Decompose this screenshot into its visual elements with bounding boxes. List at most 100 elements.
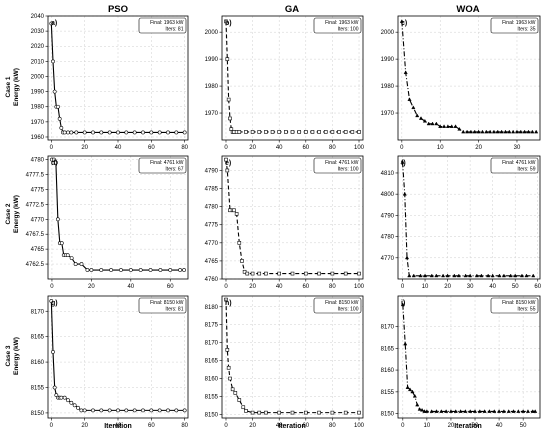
- y-tick-label: 1980: [205, 84, 219, 90]
- data-point: [534, 129, 539, 134]
- data-point: [530, 129, 535, 134]
- data-point: [304, 130, 308, 134]
- x-tick-label: 0: [224, 145, 228, 151]
- data-point: [530, 409, 535, 413]
- y-tick-label: 1990: [205, 57, 219, 63]
- data-point: [277, 410, 281, 415]
- info-final-value: Final: 8150 kW: [325, 300, 359, 306]
- data-point: [62, 130, 67, 135]
- info-iterations: Iters: 81: [165, 27, 183, 33]
- data-point: [463, 409, 468, 413]
- x-tick-label: 20: [444, 284, 451, 290]
- data-point: [511, 409, 516, 413]
- data-point: [128, 268, 133, 272]
- x-tick-label: 80: [329, 145, 336, 151]
- data-point: [57, 116, 62, 121]
- info-box: [490, 157, 539, 174]
- data-point: [241, 405, 246, 410]
- y-tick-label: 8175: [205, 323, 219, 329]
- data-point: [226, 365, 231, 370]
- y-tick-label: 8150: [381, 412, 395, 418]
- y-tick-label: 2000: [205, 30, 219, 36]
- data-point: [228, 376, 232, 381]
- data-point: [411, 105, 416, 110]
- data-point: [407, 273, 412, 278]
- data-point: [508, 273, 513, 278]
- plot-frame: [397, 295, 541, 419]
- data-point: [182, 408, 187, 413]
- data-point: [59, 126, 64, 130]
- y-tick-label: 8160: [31, 360, 45, 366]
- data-point: [405, 385, 410, 389]
- data-point: [524, 273, 529, 278]
- y-tick-label: 8160: [381, 368, 395, 374]
- data-point: [52, 157, 56, 162]
- plot-frame: [47, 15, 189, 141]
- y-tick-label: 2000: [381, 30, 395, 36]
- info-final-value: Final: 8150 kW: [150, 300, 184, 306]
- y-tick-label: 4772.5: [26, 202, 45, 208]
- x-axis-label-pso: Iteration: [104, 423, 132, 430]
- data-point: [264, 410, 268, 415]
- data-point: [233, 391, 238, 395]
- x-axis-label-woa: Iteration: [454, 423, 482, 430]
- data-point: [501, 273, 506, 278]
- data-point: [174, 408, 179, 413]
- data-point: [264, 130, 268, 134]
- data-point: [116, 130, 120, 135]
- x-tick-label: 60: [148, 423, 155, 429]
- data-point: [337, 130, 341, 134]
- x-tick-label: 80: [329, 284, 336, 290]
- data-point: [52, 89, 57, 94]
- data-point: [65, 253, 70, 258]
- info-final-value: Final: 4761 kW: [325, 160, 359, 166]
- data-point: [441, 273, 446, 278]
- data-point: [330, 410, 335, 415]
- data-point: [499, 129, 504, 134]
- data-point: [290, 271, 295, 276]
- data-point: [453, 124, 458, 128]
- data-point: [434, 121, 439, 126]
- data-point: [343, 130, 348, 134]
- y-tick-label: 1970: [381, 111, 395, 117]
- data-point: [400, 160, 405, 164]
- convergence-line: [225, 21, 360, 133]
- panel-label: c): [401, 20, 407, 27]
- data-point: [85, 268, 90, 272]
- x-tick-label: 10: [424, 423, 431, 429]
- info-box: [138, 297, 187, 314]
- data-point: [506, 409, 511, 413]
- data-point: [232, 208, 236, 213]
- data-point: [487, 409, 492, 413]
- data-point: [434, 409, 439, 413]
- x-tick-label: 100: [354, 284, 365, 290]
- info-final-value: Final: 1963 kW: [325, 20, 359, 26]
- data-point: [132, 408, 137, 413]
- data-point: [472, 129, 477, 134]
- data-point: [429, 273, 434, 278]
- data-point: [224, 157, 228, 162]
- x-tick-label: 0: [224, 284, 228, 290]
- data-point: [49, 21, 54, 26]
- x-tick-label: 60: [167, 284, 174, 290]
- y-tick-label: 8165: [381, 346, 395, 352]
- y-tick-label: 2020: [31, 44, 45, 50]
- data-point: [357, 271, 361, 276]
- y-tick-label: 8150: [31, 411, 45, 417]
- info-iterations: Iters: 100: [338, 307, 359, 313]
- data-point: [424, 409, 429, 413]
- x-tick-label: 80: [181, 145, 188, 151]
- y-tick-label: 8155: [381, 390, 395, 396]
- y-tick-label: 8170: [381, 325, 395, 331]
- y-tick-label: 4800: [381, 192, 395, 198]
- data-point: [277, 130, 281, 134]
- data-point: [404, 255, 410, 260]
- subplot-c: 0 10 20 30 1970 1980 1990 2000 c) Final: 1963 kWI…: [381, 15, 541, 151]
- y-tick-label: 4780: [31, 158, 45, 164]
- panel-label: a): [51, 20, 57, 27]
- data-point: [55, 217, 60, 222]
- panel-label: d): [51, 160, 58, 167]
- data-point: [244, 130, 248, 134]
- y-tick-label: 4765: [31, 247, 45, 253]
- subplot-d: 0 20 40 60 4762.5 4765 4767.5 4770 4772.5 4775 477…: [26, 155, 189, 290]
